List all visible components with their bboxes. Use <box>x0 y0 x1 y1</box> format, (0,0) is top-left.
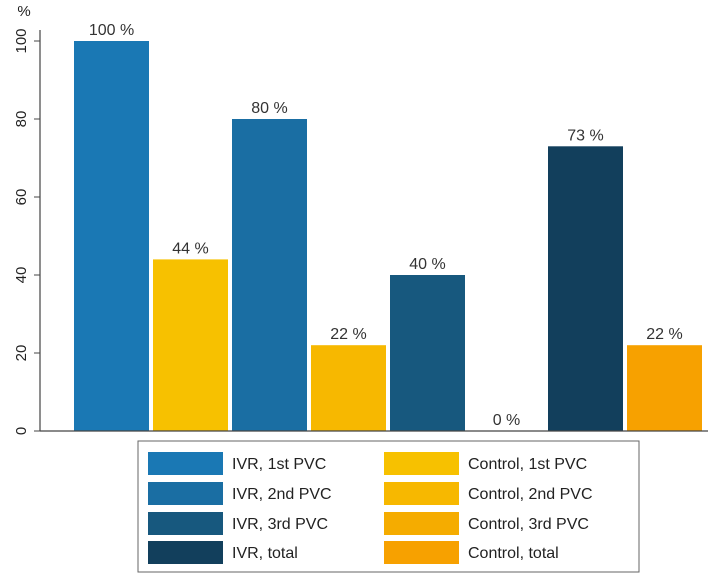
legend-swatch <box>384 482 459 505</box>
legend-label: Control, 3rd PVC <box>468 516 589 533</box>
bars-group: 100 % 44 % 80 % 22 % 40 % 0 % 73 % 22 % <box>74 22 702 432</box>
legend: IVR, 1st PVC IVR, 2nd PVC IVR, 3rd PVC IVR,… <box>137 440 640 573</box>
legend-swatch <box>384 452 459 475</box>
bar <box>627 345 702 431</box>
bar <box>153 259 228 431</box>
legend-swatch <box>148 452 223 475</box>
y-tick-label: 40 <box>13 267 30 284</box>
data-label: 22 % <box>646 326 682 343</box>
bar <box>311 345 386 431</box>
data-label: 44 % <box>172 240 208 257</box>
bar <box>390 275 465 431</box>
legend-label: Control, total <box>468 545 559 562</box>
y-tick-label: 0 <box>13 427 30 435</box>
y-tick-label: 20 <box>13 345 30 362</box>
data-label: 80 % <box>251 100 287 117</box>
bar <box>232 119 307 431</box>
axes <box>39 30 708 432</box>
data-label: 0 % <box>493 412 521 429</box>
y-axis-unit-label: % <box>17 3 30 20</box>
legend-swatch <box>148 512 223 535</box>
legend-label: Control, 2nd PVC <box>468 486 593 503</box>
data-label: 22 % <box>330 326 366 343</box>
legend-label: IVR, 1st PVC <box>232 456 326 473</box>
legend-label: IVR, 3rd PVC <box>232 516 328 533</box>
y-tick-label: 60 <box>13 189 30 206</box>
legend-swatch <box>148 541 223 564</box>
legend-label: Control, 1st PVC <box>468 456 587 473</box>
bar <box>74 41 149 431</box>
legend-swatch <box>384 541 459 564</box>
data-label: 73 % <box>567 127 603 144</box>
legend-swatch <box>384 512 459 535</box>
y-tick-label: 80 <box>13 111 30 128</box>
legend-swatch <box>148 482 223 505</box>
y-axis: 0 20 40 60 80 100 <box>13 28 40 435</box>
data-label: 100 % <box>89 22 134 39</box>
y-tick-label: 100 <box>13 28 30 53</box>
legend-label: IVR, 2nd PVC <box>232 486 332 503</box>
data-label: 40 % <box>409 256 445 273</box>
bar <box>548 146 623 432</box>
legend-label: IVR, total <box>232 545 298 562</box>
